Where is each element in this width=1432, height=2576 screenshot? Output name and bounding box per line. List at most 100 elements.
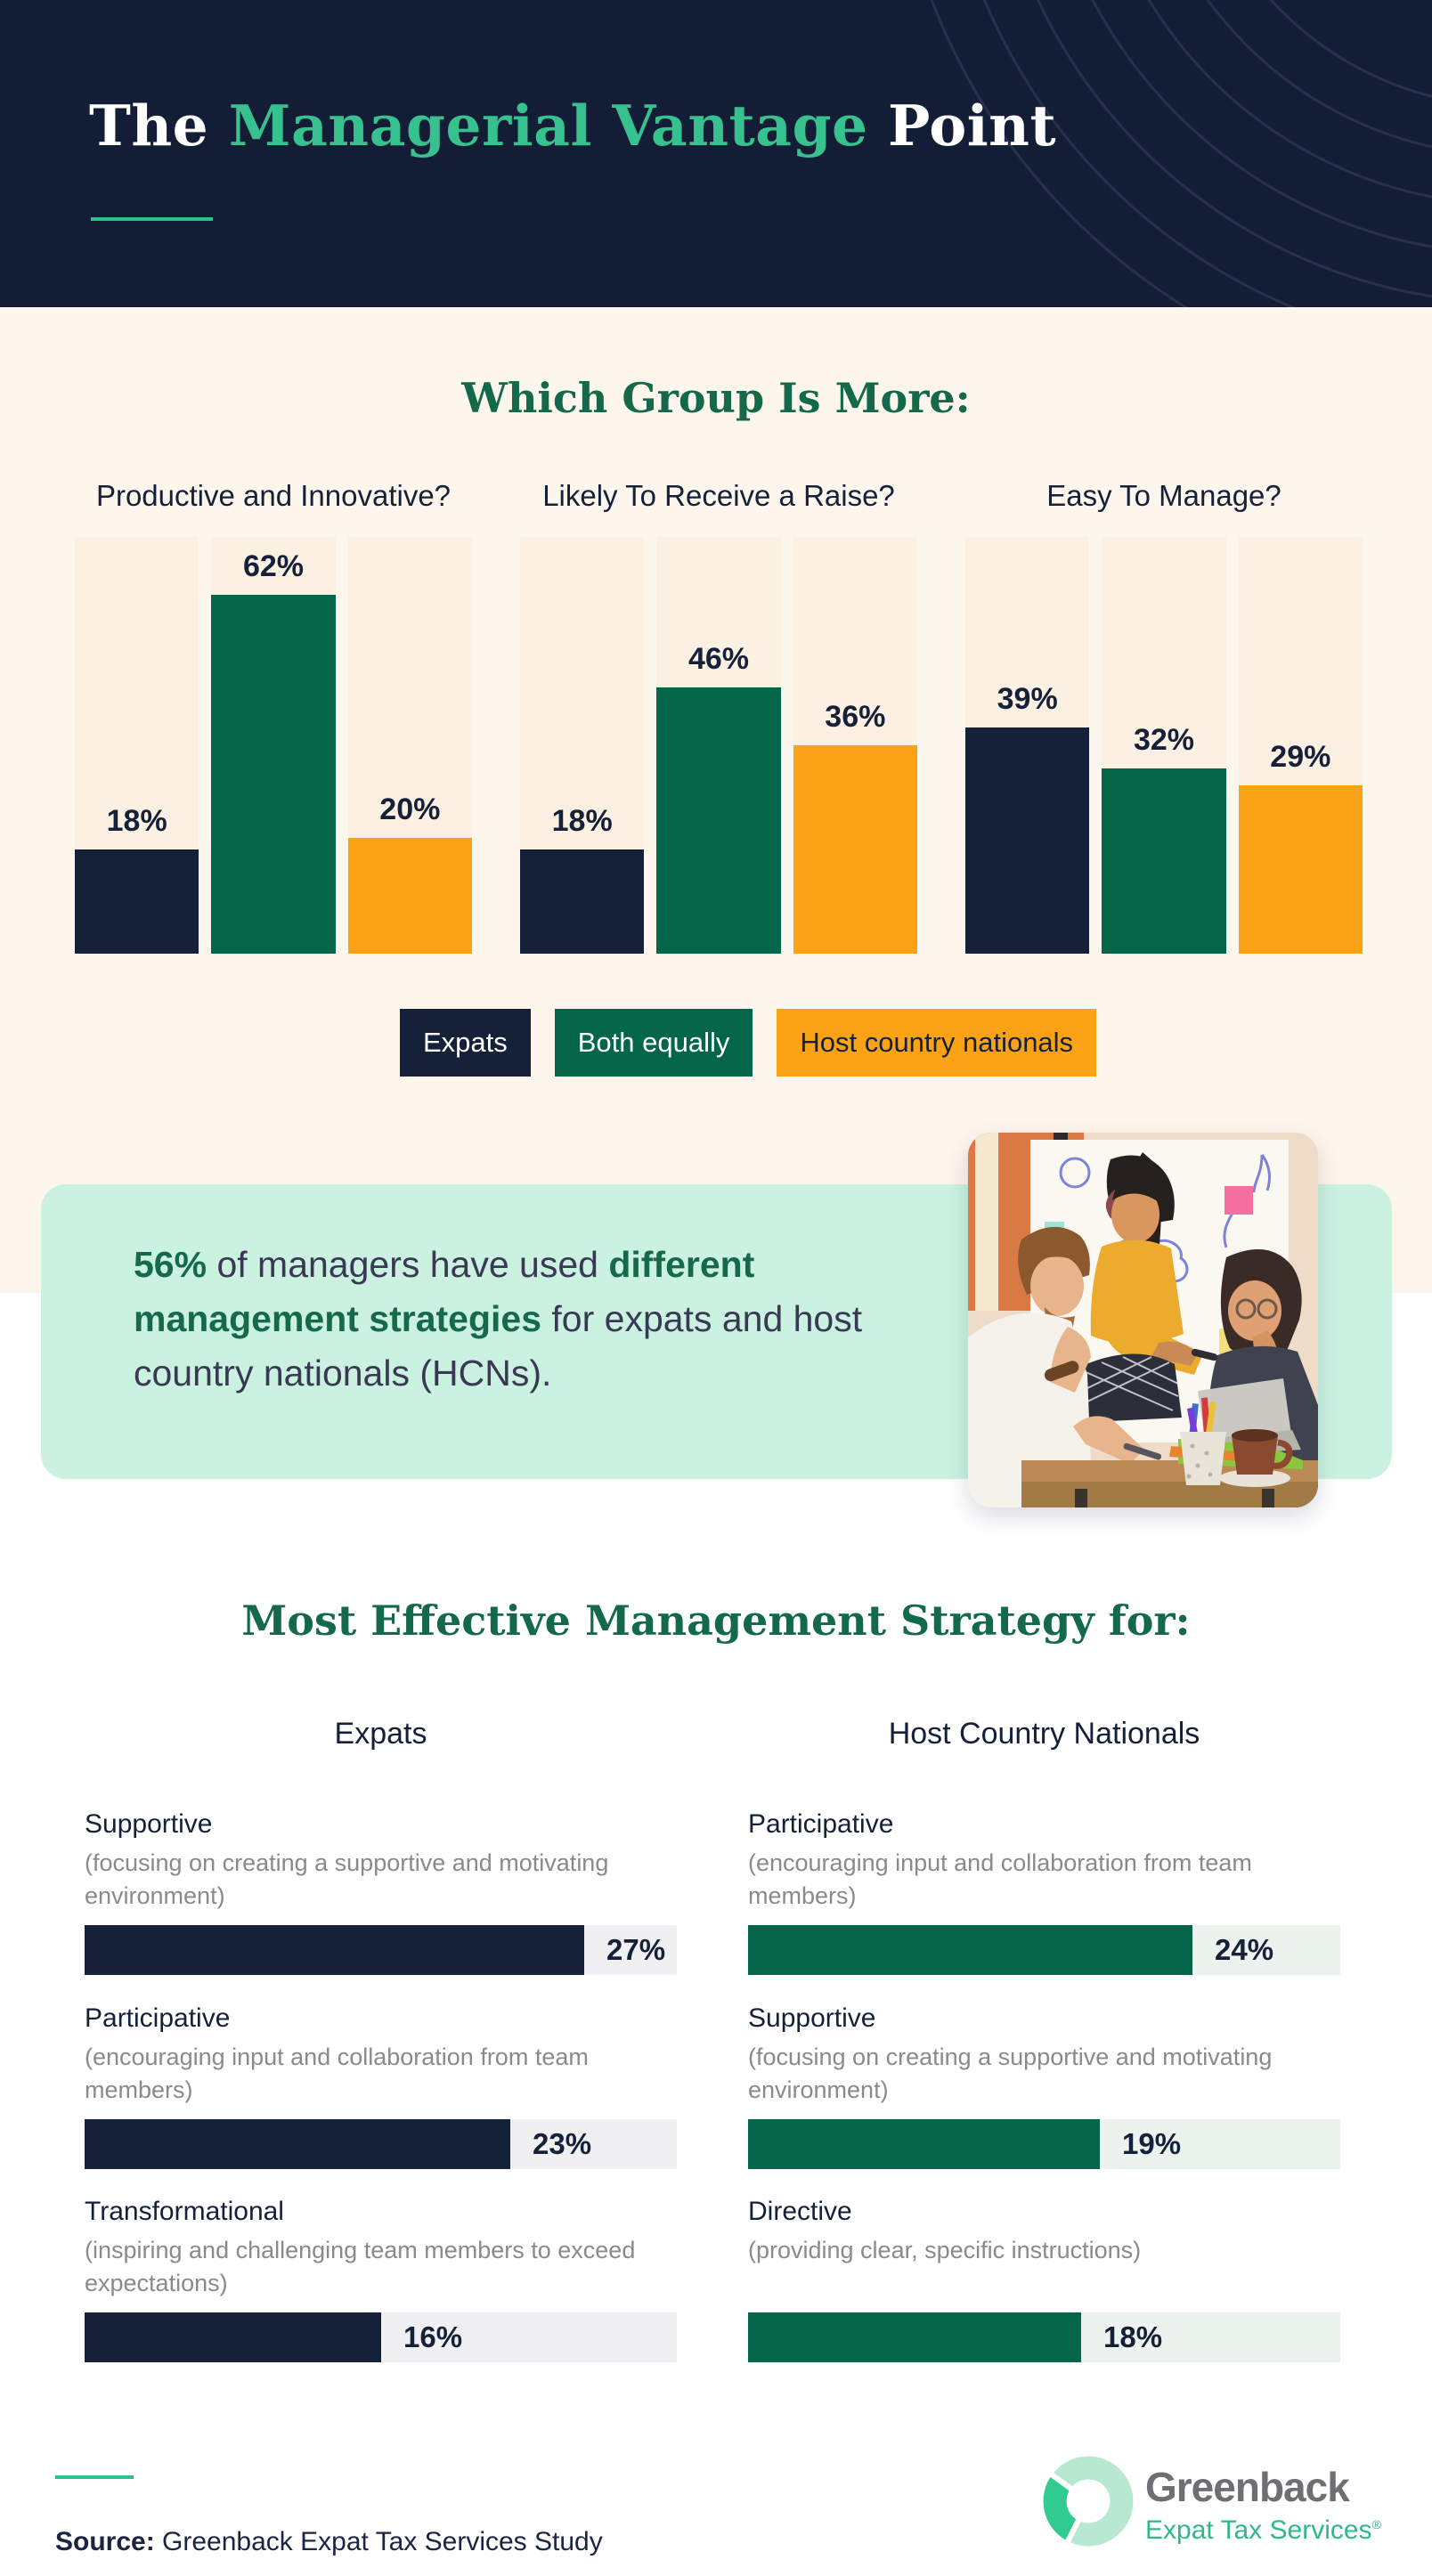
bar-fill-host-country-nationals: [347, 838, 472, 954]
strategy-bar-fill: [85, 2119, 510, 2169]
strategy-value-label: 16%: [403, 2320, 463, 2353]
page-title: The Managerial Vantage Point: [89, 93, 1057, 158]
registered-mark: ®: [1371, 2517, 1381, 2531]
strategy-description: (inspiring and challenging team members …: [85, 2237, 636, 2296]
chart-legend: Expats Both equally Host country nationals: [0, 1009, 1432, 1077]
bar-track: 39%: [965, 537, 1090, 954]
bar-fill-both-equally: [656, 687, 781, 954]
chart-group-2: Likely To Receive a Raise? 18% 46% 36%: [520, 478, 917, 954]
strategy-bar-fill: [748, 2312, 1081, 2362]
callout-emphasis: different management strategies: [134, 1244, 755, 1339]
strategy-title: Participative: [85, 2003, 231, 2033]
bar-value-label: 36%: [825, 700, 886, 734]
source-label: Source:: [55, 2527, 155, 2556]
bar-track: 20%: [347, 537, 472, 954]
bar-track: 18%: [75, 537, 199, 954]
strategy-item-host-country-nationals-1: Participative (encouraging input and coll…: [748, 1806, 1340, 1975]
bar-value-label: 20%: [379, 792, 441, 826]
section1-heading: Which Group Is More:: [461, 374, 971, 422]
callout-text-run: of managers have used: [207, 1244, 609, 1285]
bar-value-label: 18%: [551, 804, 613, 838]
strategy-bar-track: 24%: [748, 1925, 1340, 1975]
strategy-description: (focusing on creating a supportive and m…: [748, 2044, 1273, 2103]
bar-track: 29%: [1238, 537, 1363, 954]
bar-track: 36%: [793, 537, 917, 954]
strategy-description: (encouraging input and collaboration fro…: [748, 1849, 1252, 1909]
strategy-bar-track: 19%: [748, 2119, 1340, 2169]
stat-callout-text: 56% of managers have used different mana…: [134, 1238, 891, 1401]
strategy-title: Supportive: [748, 2003, 876, 2033]
strategy-bar-track: 18%: [748, 2312, 1340, 2362]
chart-title: Likely To Receive a Raise?: [542, 479, 895, 512]
bar-track: 32%: [1102, 537, 1226, 954]
bar-value-label: 29%: [1270, 740, 1331, 774]
bar-fill-host-country-nationals: [1238, 785, 1363, 954]
section2-heading: Most Effective Management Strategy for:: [241, 1597, 1191, 1645]
header-banner: The Managerial Vantage Point: [0, 0, 1432, 307]
greenback-logo-text: Greenback Expat Tax Services®: [1145, 2466, 1381, 2546]
greenback-ring-icon: [1043, 2456, 1134, 2548]
strategy-value-label: 24%: [1215, 1933, 1274, 1966]
strategy-title: Directive: [748, 2197, 852, 2226]
strategy-item-host-country-nationals-2: Supportive (focusing on creating a suppor…: [748, 2000, 1340, 2169]
strategy-bar-fill: [85, 1925, 584, 1975]
chart-group-3: Easy To Manage? 39% 32% 29%: [965, 478, 1363, 954]
strategy-description: (providing clear, specific instructions): [748, 2237, 1142, 2263]
chart-bars: 18% 62% 20%: [75, 537, 472, 954]
strategy-description: (focusing on creating a supportive and m…: [85, 1849, 609, 1909]
bar-track: 62%: [211, 537, 336, 954]
strategy-title: Supportive: [85, 1809, 213, 1839]
footer-accent-line: [55, 2475, 134, 2479]
bar-value-label: 39%: [997, 682, 1058, 716]
strategy-value-label: 18%: [1103, 2320, 1163, 2353]
strategy-bar-track: 16%: [85, 2312, 677, 2362]
legend-item-2: Both equally: [554, 1009, 753, 1077]
bar-value-label: 18%: [106, 804, 167, 838]
legend-item-3: Host country nationals: [777, 1009, 1097, 1077]
strategy-value-label: 19%: [1122, 2127, 1182, 2160]
greenback-logo: Greenback Expat Tax Services®: [1042, 2455, 1416, 2553]
chart-title: Productive and Innovative?: [95, 479, 452, 512]
bar-track: 18%: [520, 537, 645, 954]
greenback-logo-name: Greenback: [1145, 2464, 1350, 2510]
chart-title: Easy To Manage?: [1046, 479, 1281, 512]
strategy-bar-fill: [748, 1925, 1192, 1975]
strategy-bar-fill: [748, 2119, 1100, 2169]
strategy-bar-track: 27%: [85, 1925, 677, 1975]
strategy-value-label: 27%: [606, 1933, 666, 1966]
strategy-bar-track: 23%: [85, 2119, 677, 2169]
chart-bars: 18% 46% 36%: [520, 537, 917, 954]
chart-bars: 39% 32% 29%: [965, 537, 1363, 954]
strategy-item-expats-1: Supportive (focusing on creating a suppor…: [85, 1806, 677, 1975]
bar-fill-both-equally: [1102, 768, 1226, 954]
bar-fill-expats: [520, 849, 645, 954]
page-title-highlight: Managerial Vantage: [228, 93, 868, 158]
source-note: Source: Greenback Expat Tax Services Stu…: [55, 2527, 603, 2556]
strategy-value-label: 23%: [533, 2127, 592, 2160]
callout-emphasis: 56%: [134, 1244, 207, 1285]
bar-track: 46%: [656, 537, 781, 954]
bar-fill-expats: [75, 849, 199, 954]
grouped-bar-charts: Productive and Innovative? 18% 62% 20% Likel…: [75, 478, 1363, 954]
strategy-description: (encouraging input and collaboration fro…: [85, 2044, 589, 2103]
strategy-title: Transformational: [85, 2197, 284, 2226]
bar-fill-both-equally: [211, 595, 336, 954]
legend-item-1: Expats: [399, 1009, 531, 1077]
strategy-item-expats-2: Participative (encouraging input and coll…: [85, 2000, 677, 2169]
bar-fill-host-country-nationals: [793, 745, 917, 954]
greenback-logo-subtitle: Expat Tax Services®: [1145, 2515, 1381, 2545]
bar-fill-expats: [965, 727, 1090, 954]
column-header-expats: Expats: [334, 1717, 427, 1751]
strategy-bar-fill: [85, 2312, 381, 2362]
team-meeting-illustration: [968, 1133, 1318, 1507]
callout-text-run: for expats and host country nationals (H…: [134, 1298, 863, 1394]
strategy-item-expats-3: Transformational (inspiring and challengi…: [85, 2193, 677, 2362]
chart-group-1: Productive and Innovative? 18% 62% 20%: [75, 478, 472, 954]
bar-value-label: 62%: [242, 549, 305, 583]
bar-value-label: 32%: [1133, 723, 1195, 757]
bar-value-label: 46%: [688, 642, 750, 676]
team-meeting-photo: [968, 1133, 1318, 1507]
strategy-item-host-country-nationals-3: Directive (providing clear, specific inst…: [748, 2193, 1340, 2362]
column-header-hcn: Host Country Nationals: [888, 1717, 1200, 1751]
